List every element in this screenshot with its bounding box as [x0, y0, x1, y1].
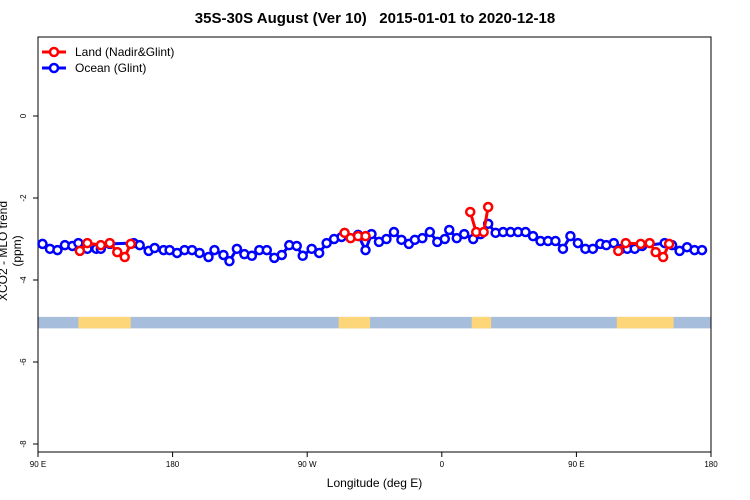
data-point: [417, 232, 428, 244]
data-point: [246, 250, 258, 262]
y-tick-label: -4: [19, 276, 28, 284]
data-point: [557, 243, 569, 255]
data-point: [396, 234, 407, 246]
map-land: [616, 316, 674, 329]
y-tick-label: -6: [19, 358, 28, 366]
y-tick-label: -8: [19, 440, 28, 448]
map-land: [78, 316, 131, 329]
data-point: [696, 244, 708, 256]
data-point: [95, 239, 107, 251]
map-ocean: [38, 316, 711, 329]
data-point: [261, 244, 273, 256]
data-point: [276, 249, 288, 261]
data-point: [104, 237, 116, 249]
y-tick-label: -2: [19, 194, 28, 202]
data-point: [478, 226, 489, 238]
legend-label: Ocean (Glint): [75, 61, 146, 75]
data-point: [657, 251, 669, 263]
x-tick-label: 180: [704, 460, 718, 469]
data-point: [388, 226, 400, 238]
data-point: [663, 238, 675, 250]
data-point: [321, 237, 332, 249]
data-point: [134, 239, 145, 251]
data-point: [635, 238, 646, 250]
data-point: [424, 226, 436, 238]
y-tick-label: 0: [19, 113, 28, 118]
data-point: [565, 230, 576, 242]
data-point: [112, 246, 123, 258]
data-point: [149, 242, 160, 254]
data-point: [458, 228, 470, 240]
data-point: [231, 243, 243, 255]
x-axis-label: Longitude (deg E): [326, 476, 423, 490]
data-point: [520, 226, 531, 238]
data-point: [613, 245, 624, 257]
map-land: [338, 316, 371, 329]
data-point: [644, 237, 655, 249]
data-point: [451, 232, 463, 244]
data-point: [203, 251, 214, 263]
data-point: [439, 233, 451, 245]
x-tick-label: 90 E: [568, 460, 584, 469]
data-point: [313, 247, 325, 259]
data-point: [620, 237, 632, 249]
legend-marker: [48, 62, 60, 74]
x-tick-label: 90 W: [298, 460, 317, 469]
legend-marker: [48, 46, 60, 58]
map-land: [471, 316, 492, 329]
data-point: [360, 244, 371, 256]
data-point: [572, 237, 584, 249]
data-point: [444, 224, 455, 236]
data-point: [37, 238, 48, 250]
data-point: [587, 243, 599, 255]
data-point: [650, 246, 661, 258]
data-point: [527, 230, 539, 242]
x-tick-label: 90 E: [30, 460, 46, 469]
data-point: [119, 251, 130, 263]
data-point: [224, 255, 235, 267]
data-point: [218, 249, 229, 261]
data-point: [74, 245, 86, 257]
data-point: [194, 247, 205, 259]
chart-title: 35S-30S August (Ver 10) 2015-01-01 to 20…: [194, 10, 556, 27]
x-tick-label: 180: [166, 460, 180, 469]
data-point: [125, 238, 136, 250]
data-point: [306, 243, 317, 255]
data-point: [482, 201, 494, 213]
data-point: [550, 235, 561, 247]
data-point: [297, 250, 308, 262]
legend-label: Land (Nadir&Glint): [75, 45, 174, 59]
data-point: [464, 206, 476, 218]
data-point: [209, 244, 220, 256]
data-point: [291, 240, 302, 252]
x-tick-label: 0: [440, 460, 445, 469]
data-point: [52, 244, 63, 256]
data-point: [608, 237, 620, 249]
data-point: [360, 230, 371, 242]
data-point: [381, 233, 392, 245]
data-point: [82, 237, 93, 249]
